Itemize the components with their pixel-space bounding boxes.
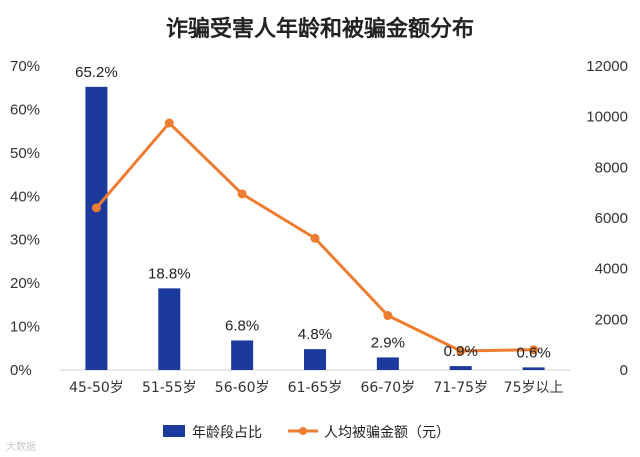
- bar-data-label: 2.9%: [371, 334, 405, 351]
- left-tick-label: 10%: [10, 319, 40, 336]
- watermark: 大数据: [6, 440, 36, 453]
- legend-bar-swatch: [163, 425, 185, 437]
- chart-title: 诈骗受害人年龄和被骗金额分布: [166, 16, 474, 42]
- left-tick-label: 30%: [10, 232, 40, 249]
- right-tick-label: 4000: [595, 261, 628, 278]
- category-label: 56-60岁: [215, 380, 270, 396]
- legend: 年龄段占比 人均被骗金额（元）: [163, 425, 450, 441]
- category-label: 71-75岁: [433, 380, 488, 396]
- line-point: [383, 311, 393, 321]
- left-tick-label: 0%: [10, 362, 32, 379]
- line-point: [91, 203, 101, 213]
- category-label: 61-65岁: [288, 380, 343, 396]
- line-point: [310, 233, 320, 243]
- right-axis: 0 2000 4000 6000 8000 10000 12000: [586, 58, 628, 379]
- right-tick-label: 8000: [595, 159, 628, 176]
- category-axis: 45-50岁 51-55岁 56-60岁 61-65岁 66-70岁 71-75岁 75岁以…: [69, 380, 563, 396]
- left-tick-label: 20%: [10, 275, 40, 292]
- bar: [449, 366, 472, 370]
- left-tick-label: 70%: [10, 58, 40, 75]
- bar: [231, 340, 254, 370]
- legend-bar-label: 年龄段占比: [192, 425, 262, 441]
- line-series: [91, 118, 539, 356]
- right-tick-label: 12000: [586, 58, 628, 75]
- bar-data-label: 4.8%: [298, 326, 332, 343]
- bar-data-label: 0.6%: [516, 344, 550, 361]
- left-tick-label: 60%: [10, 101, 40, 118]
- right-tick-label: 10000: [586, 109, 628, 126]
- bar-data-label: 6.8%: [225, 317, 259, 334]
- bar: [376, 357, 399, 370]
- legend-line-marker: [299, 427, 307, 435]
- line-point: [456, 346, 466, 356]
- line-point: [529, 345, 539, 355]
- bar-series: [85, 86, 545, 371]
- right-tick-label: 6000: [595, 210, 628, 227]
- right-tick-label: 2000: [595, 311, 628, 328]
- bar-data-label: 0.9%: [444, 343, 478, 360]
- bar: [85, 86, 108, 371]
- category-label: 45-50岁: [69, 380, 124, 396]
- bar-data-label: 65.2%: [75, 64, 118, 81]
- left-tick-label: 40%: [10, 188, 40, 205]
- line-point: [164, 118, 174, 128]
- bar-data-label: 18.8%: [148, 265, 191, 282]
- legend-line-label: 人均被骗金额（元）: [324, 425, 450, 441]
- bar: [304, 349, 326, 370]
- bar: [158, 288, 181, 370]
- data-labels: 65.2% 18.8% 6.8% 4.8% 2.9% 0.9% 0.6%: [75, 64, 551, 362]
- line-point: [237, 189, 247, 199]
- right-tick-label: 0: [620, 362, 628, 379]
- category-label: 51-55岁: [142, 380, 197, 396]
- bar: [522, 367, 545, 370]
- left-tick-label: 50%: [10, 145, 40, 162]
- category-label: 75岁以上: [504, 380, 564, 396]
- category-label: 66-70岁: [361, 380, 416, 396]
- left-axis: 0% 10% 20% 30% 40% 50% 60% 70%: [10, 58, 40, 379]
